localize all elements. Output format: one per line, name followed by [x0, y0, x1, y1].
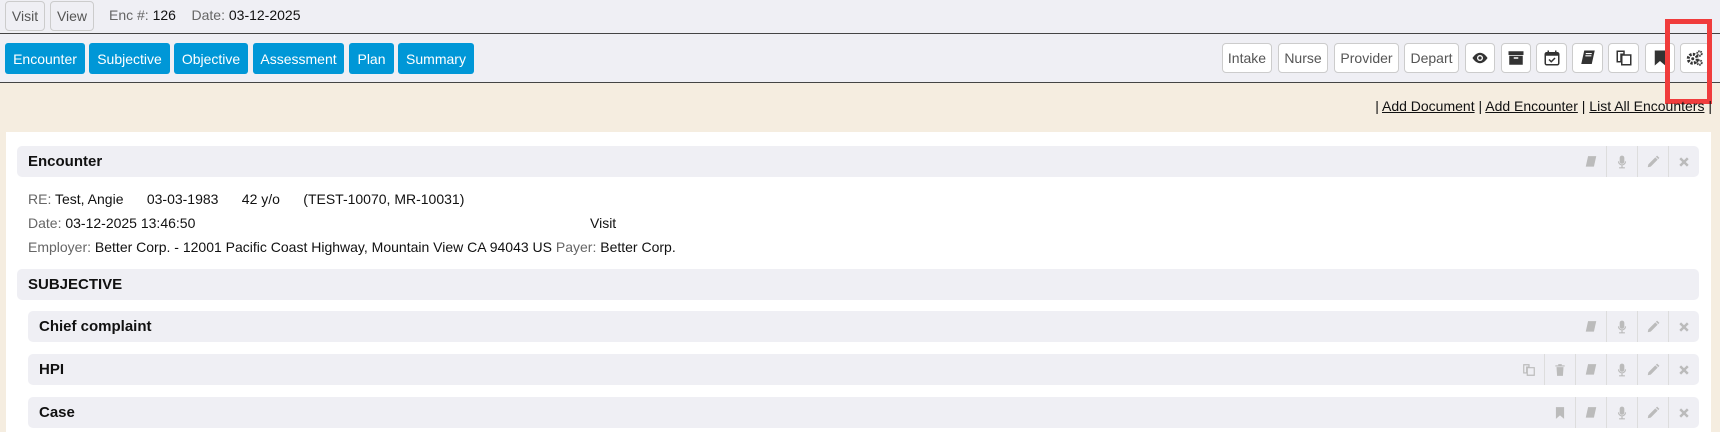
top-bar: Visit View Enc #: 126 Date: 03-12-2025 [0, 0, 1720, 34]
microphone-icon [1617, 155, 1627, 168]
add-encounter-link[interactable]: Add Encounter [1485, 98, 1578, 114]
encounter-section-header: Encounter [17, 146, 1699, 177]
eye-icon [1472, 52, 1488, 64]
book-icon [1585, 155, 1596, 167]
dictate-button[interactable] [1606, 397, 1637, 428]
microphone-icon [1617, 363, 1627, 376]
tab-plan[interactable]: Plan [349, 43, 394, 74]
calendar-check-icon [1544, 50, 1559, 66]
archive-button[interactable] [1501, 43, 1531, 73]
dictate-button[interactable] [1606, 146, 1637, 177]
subjective-section-header: SUBJECTIVE [17, 269, 1699, 300]
book-icon [1585, 320, 1596, 332]
chief-complaint-header: Chief complaint [28, 311, 1699, 342]
hpi-header: HPI [28, 354, 1699, 385]
tab-subjective[interactable]: Subjective [89, 43, 170, 74]
tab-bar: Encounter Subjective Objective Assessmen… [0, 34, 1720, 83]
close-button[interactable] [1668, 311, 1699, 342]
tab-assessment[interactable]: Assessment [253, 43, 344, 74]
list-all-encounters-link[interactable]: List All Encounters [1589, 98, 1705, 114]
edit-button[interactable] [1637, 354, 1668, 385]
book-button[interactable] [1575, 311, 1606, 342]
close-icon [1679, 364, 1689, 375]
copy-icon [1616, 50, 1631, 66]
bookmark-icon [1654, 50, 1666, 66]
close-button[interactable] [1668, 354, 1699, 385]
close-icon [1679, 321, 1689, 332]
book-icon [1585, 363, 1597, 375]
calendar-button[interactable] [1536, 43, 1567, 73]
book-button[interactable] [1575, 146, 1606, 177]
depart-button[interactable]: Depart [1404, 43, 1459, 73]
bookmark-button[interactable] [1544, 397, 1575, 428]
microphone-icon [1617, 320, 1627, 333]
case-header: Case [28, 397, 1699, 428]
book-icon [1580, 50, 1595, 64]
trash-icon [1555, 363, 1565, 376]
book-button[interactable] [1575, 397, 1606, 428]
preview-button[interactable] [1465, 43, 1495, 73]
delete-button[interactable] [1544, 354, 1575, 385]
view-button[interactable]: View [50, 1, 94, 31]
intake-button[interactable]: Intake [1222, 43, 1272, 73]
employer-line: Employer: Better Corp. - 12001 Pacific C… [28, 239, 676, 255]
pencil-icon [1647, 155, 1660, 167]
patient-line: RE: Test, Angie 03-03-1983 42 y/o (TEST-… [28, 191, 465, 207]
tab-encounter[interactable]: Encounter [5, 43, 85, 74]
dictate-button[interactable] [1606, 354, 1637, 385]
close-button[interactable] [1668, 397, 1699, 428]
pencil-icon [1647, 363, 1660, 375]
microphone-icon [1617, 406, 1627, 419]
tab-objective[interactable]: Objective [174, 43, 248, 74]
add-document-link[interactable]: Add Document [1381, 98, 1475, 114]
close-button[interactable] [1668, 146, 1699, 177]
book-button[interactable] [1575, 354, 1606, 385]
pencil-icon [1647, 320, 1660, 332]
archive-icon [1508, 51, 1524, 65]
copy-button[interactable] [1513, 354, 1544, 385]
copy-icon [1522, 363, 1535, 376]
book-icon [1585, 406, 1597, 418]
highlight-box [1665, 19, 1712, 104]
edit-button[interactable] [1637, 397, 1668, 428]
close-icon [1679, 156, 1689, 167]
dictate-button[interactable] [1606, 311, 1637, 342]
bookmark-icon [1555, 406, 1564, 419]
encounter-type: Visit [590, 215, 617, 231]
edit-button[interactable] [1637, 311, 1668, 342]
tab-summary[interactable]: Summary [398, 43, 474, 74]
encounter-number: Enc #: 126 Date: 03-12-2025 [109, 7, 301, 23]
edit-button[interactable] [1637, 146, 1668, 177]
book-button[interactable] [1572, 43, 1603, 73]
pencil-icon [1647, 406, 1660, 418]
bookmark-button[interactable] [1645, 43, 1675, 73]
encounter-links: | Add Document | Add Encounter | List Al… [1375, 98, 1712, 114]
gears-icon [1686, 50, 1703, 66]
provider-button[interactable]: Provider [1334, 43, 1399, 73]
date-line: Date: 03-12-2025 13:46:50 [28, 215, 196, 231]
copy-button[interactable] [1608, 43, 1639, 73]
visit-button[interactable]: Visit [5, 1, 45, 31]
nurse-button[interactable]: Nurse [1278, 43, 1328, 73]
close-icon [1679, 407, 1689, 418]
